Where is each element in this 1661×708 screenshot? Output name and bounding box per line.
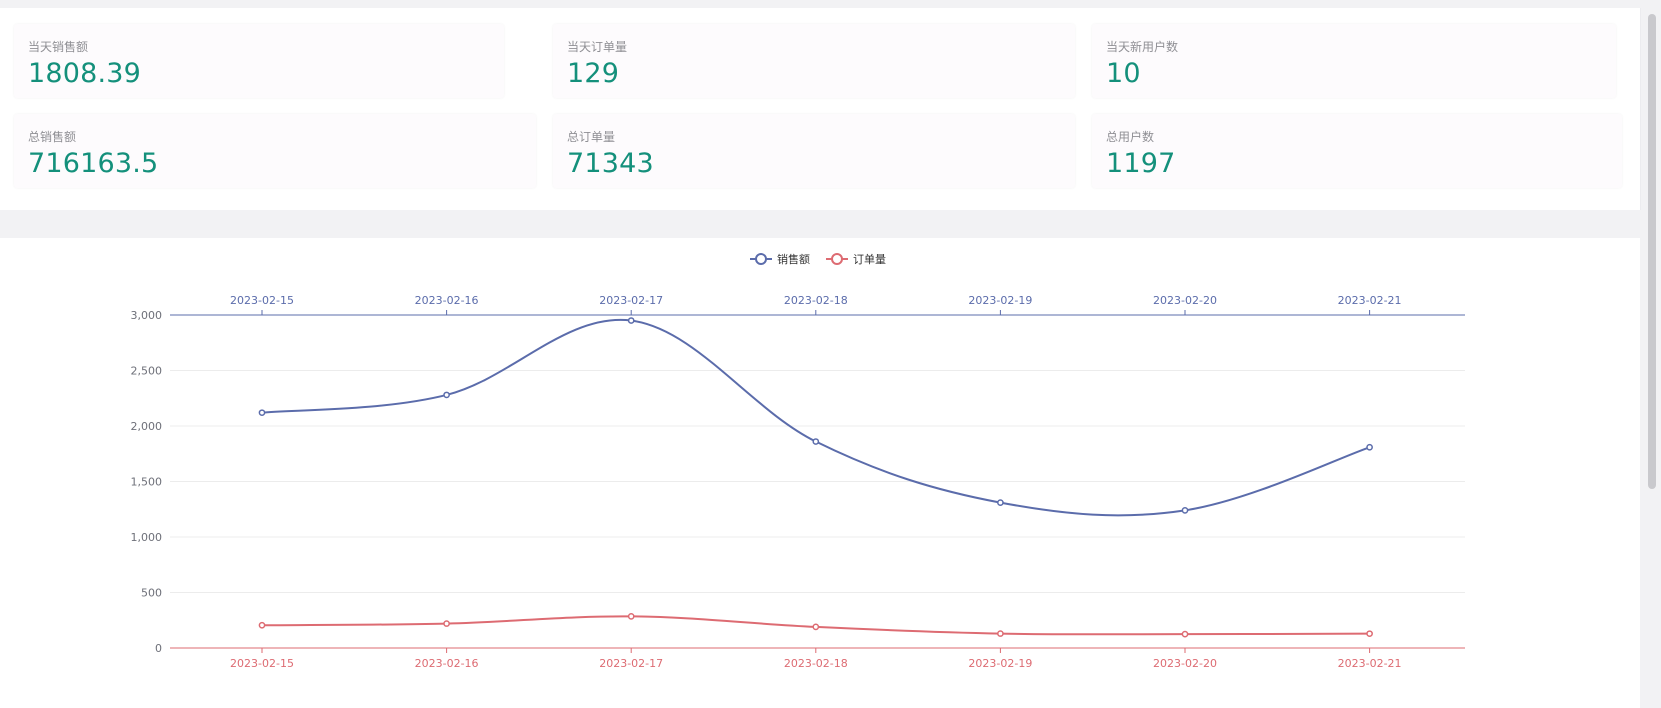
grid-layer bbox=[170, 314, 1465, 649]
data-point bbox=[258, 621, 266, 629]
data-point bbox=[258, 409, 266, 417]
data-point bbox=[1181, 630, 1189, 638]
x-tick-label-bottom: 2023-02-19 bbox=[968, 657, 1032, 670]
x-tick-label-top: 2023-02-15 bbox=[230, 294, 294, 307]
legend-item[interactable]: 销售额 bbox=[750, 252, 810, 266]
x-tick-label-top: 2023-02-16 bbox=[415, 294, 479, 307]
data-point bbox=[627, 613, 635, 620]
chart-panel: 0 500 1,000 1,500 2,000 2,500 3,000 2023-02-15 2… bbox=[0, 238, 1640, 708]
y-tick-label: 1,500 bbox=[131, 476, 163, 489]
data-point bbox=[627, 317, 635, 324]
legend-item[interactable]: 订单量 bbox=[826, 253, 886, 266]
y-tick-label: 2,000 bbox=[131, 420, 163, 433]
stat-card-total-users: 总用户数 1197 bbox=[1092, 114, 1622, 188]
data-point bbox=[1181, 507, 1189, 514]
x-tick-label-bottom: 2023-02-21 bbox=[1338, 657, 1402, 670]
x-tick-label-top: 2023-02-21 bbox=[1338, 294, 1402, 307]
legend[interactable]: 销售额 订单量 bbox=[750, 252, 886, 266]
data-point bbox=[443, 391, 450, 399]
data-point bbox=[443, 620, 450, 627]
data-point bbox=[997, 630, 1004, 637]
stat-label: 当天新用户数 bbox=[1106, 40, 1179, 54]
x-tick-label-top: 2023-02-19 bbox=[968, 294, 1032, 307]
legend-label: 订单量 bbox=[853, 253, 886, 266]
stat-card-total-sales: 总销售额 716163.5 bbox=[14, 114, 536, 188]
x-tick-label-bottom: 2023-02-16 bbox=[415, 657, 479, 670]
x-tick-label-bottom: 2023-02-20 bbox=[1153, 657, 1217, 670]
stat-card-today-sales: 当天销售额 1808.39 bbox=[14, 24, 504, 98]
series-line-0 bbox=[261, 318, 1370, 517]
series-layer bbox=[258, 317, 1373, 638]
x-tick-label-top: 2023-02-18 bbox=[784, 294, 848, 307]
y-tick-label: 2,500 bbox=[131, 365, 163, 378]
stat-label: 总用户数 bbox=[1106, 130, 1155, 144]
line-chart: 0 500 1,000 1,500 2,000 2,500 3,000 2023-02-15 2… bbox=[131, 252, 1465, 670]
stats-panel: 当天销售额 1808.39 当天订单量 129 当天新用户数 10 总销售额 7… bbox=[0, 8, 1641, 210]
y-tick-label: 0 bbox=[155, 642, 162, 655]
stat-card-today-new-users: 当天新用户数 10 bbox=[1092, 24, 1616, 98]
data-point bbox=[1366, 443, 1373, 451]
stat-value: 10 bbox=[1106, 58, 1141, 89]
stat-value: 1197 bbox=[1106, 148, 1176, 179]
legend-marker bbox=[755, 253, 767, 265]
legend-label: 销售额 bbox=[777, 252, 810, 266]
data-point bbox=[812, 623, 820, 631]
data-point bbox=[812, 438, 820, 445]
stat-value: 716163.5 bbox=[28, 148, 159, 179]
scroll-thumb[interactable] bbox=[1648, 14, 1656, 489]
legend-marker bbox=[831, 253, 843, 265]
stat-value: 71343 bbox=[567, 148, 654, 179]
stat-value: 1808.39 bbox=[28, 58, 142, 89]
x-tick-label-top: 2023-02-20 bbox=[1153, 294, 1217, 307]
stat-label: 总销售额 bbox=[28, 130, 77, 144]
stat-value: 129 bbox=[567, 58, 620, 89]
x-tick-label-bottom: 2023-02-15 bbox=[230, 657, 294, 670]
x-tick-label-top: 2023-02-17 bbox=[599, 294, 663, 307]
stat-label: 总订单量 bbox=[567, 130, 616, 144]
stat-card-today-orders: 当天订单量 129 bbox=[553, 24, 1075, 98]
y-tick-label: 3,000 bbox=[131, 309, 163, 322]
y-tick-label: 500 bbox=[141, 587, 162, 600]
data-point bbox=[1366, 630, 1373, 638]
stat-card-total-orders: 总订单量 71343 bbox=[553, 114, 1075, 188]
axis-layer: 0 500 1,000 1,500 2,000 2,500 3,000 2023-02-15 2… bbox=[131, 294, 1465, 670]
x-tick-label-bottom: 2023-02-18 bbox=[784, 657, 848, 670]
stat-label: 当天销售额 bbox=[28, 40, 89, 54]
stat-label: 当天订单量 bbox=[567, 40, 628, 54]
scrollbar[interactable] bbox=[1643, 0, 1661, 708]
y-tick-label: 1,000 bbox=[131, 531, 163, 544]
data-point bbox=[997, 499, 1004, 506]
x-tick-label-bottom: 2023-02-17 bbox=[599, 657, 663, 670]
